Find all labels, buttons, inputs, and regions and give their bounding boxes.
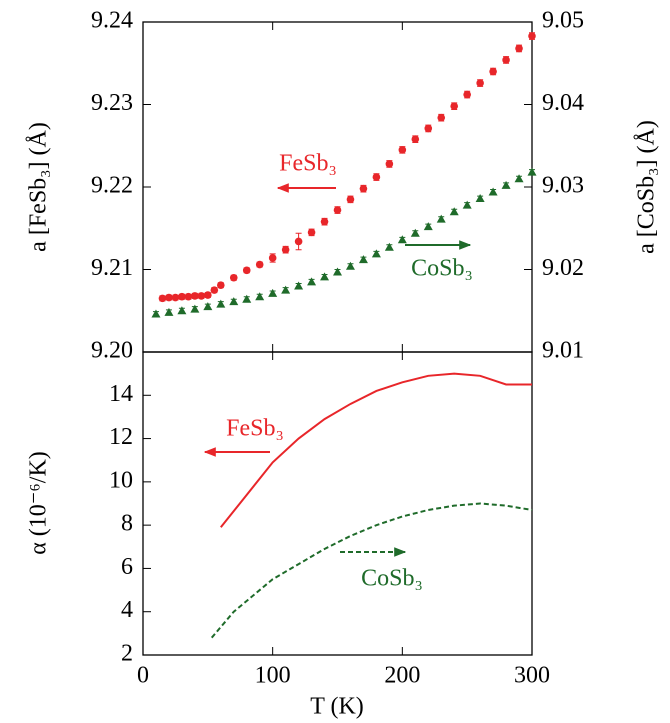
y-tick-label: 9.24 [91,8,133,34]
marker [268,288,278,297]
y-tick-label: 9.20 [91,338,133,364]
marker [242,294,252,303]
marker [307,228,316,237]
y-axis-title: a [FeSb₃] (Å) [26,122,52,252]
marker [333,206,342,214]
marker [242,266,251,275]
marker [527,167,537,176]
marker [476,79,484,87]
y-tick-label: 9.21 [91,255,133,281]
marker [165,293,173,302]
y2-tick-label: 9.05 [542,8,584,34]
x-tick-label: 0 [137,663,149,689]
y-tick-label: 6 [121,554,133,580]
marker [203,302,213,311]
x-tick-label: 300 [514,663,550,689]
y2-tick-label: 9.02 [542,255,584,281]
y-tick-label: 9.22 [91,173,133,199]
marker [424,124,433,133]
marker [151,309,161,318]
x-tick-label: 200 [384,663,420,689]
marker [475,194,485,203]
y2-tick-label: 9.04 [542,90,584,116]
marker [190,304,200,313]
marker [178,292,186,301]
marker [449,207,459,216]
y-tick-label: 10 [109,467,133,493]
y-tick-label: 14 [109,381,133,407]
y-tick-label: 9.23 [91,90,133,116]
y-tick-label: 8 [121,511,133,537]
line [210,502,533,639]
marker [164,307,174,316]
y-tick-label: 12 [109,424,133,450]
marker [333,267,342,276]
marker [255,260,264,269]
marker [229,297,239,306]
marker [515,44,523,53]
marker [171,293,180,302]
bottom-frame [142,351,533,656]
marker [294,237,303,246]
marker [450,102,459,110]
marker [501,180,511,189]
y2-tick-label: 9.03 [542,173,584,199]
marker [229,273,238,282]
marker [436,214,446,223]
marker [411,135,420,143]
marker [320,217,329,226]
marker [371,249,381,258]
marker [398,146,407,154]
marker [177,306,187,315]
top-frame [142,21,533,353]
marker [462,200,472,209]
x-tick-label: 100 [255,663,291,689]
marker [216,299,226,308]
marker [410,228,420,237]
annotation: CoSb₃ [361,566,423,592]
marker [204,291,212,299]
marker [191,292,199,300]
marker [528,32,536,40]
annotation: CoSb₃ [411,256,473,282]
marker [437,113,446,122]
y2-axis-title: a [CoSb₃] (Å) [634,120,660,254]
marker [372,173,381,181]
marker [217,281,225,289]
marker [502,56,510,64]
marker [358,255,368,264]
y-axis-title: α (10⁻⁶/K) [26,451,52,555]
marker [346,195,355,204]
marker [345,261,355,270]
marker [210,286,219,294]
marker [397,235,407,244]
marker [489,67,497,76]
marker [197,292,206,300]
y-tick-label: 2 [121,641,133,667]
line [220,372,532,528]
x-axis-title: T (K) [310,694,364,720]
marker [268,254,277,262]
marker [385,160,394,168]
annotation: FeSb₃ [279,151,337,177]
marker [359,184,368,193]
y-tick-label: 4 [121,597,133,623]
marker [281,245,290,254]
marker [255,292,265,301]
marker [158,294,167,303]
marker [514,174,524,183]
marker [463,90,471,99]
marker [488,187,498,196]
marker [294,281,304,290]
y2-tick-label: 9.01 [542,338,584,364]
marker [384,242,394,251]
marker [281,285,291,294]
annotation: FeSb₃ [226,416,284,442]
marker [184,292,193,301]
marker [307,277,317,286]
marker [320,272,330,281]
marker [423,222,433,231]
